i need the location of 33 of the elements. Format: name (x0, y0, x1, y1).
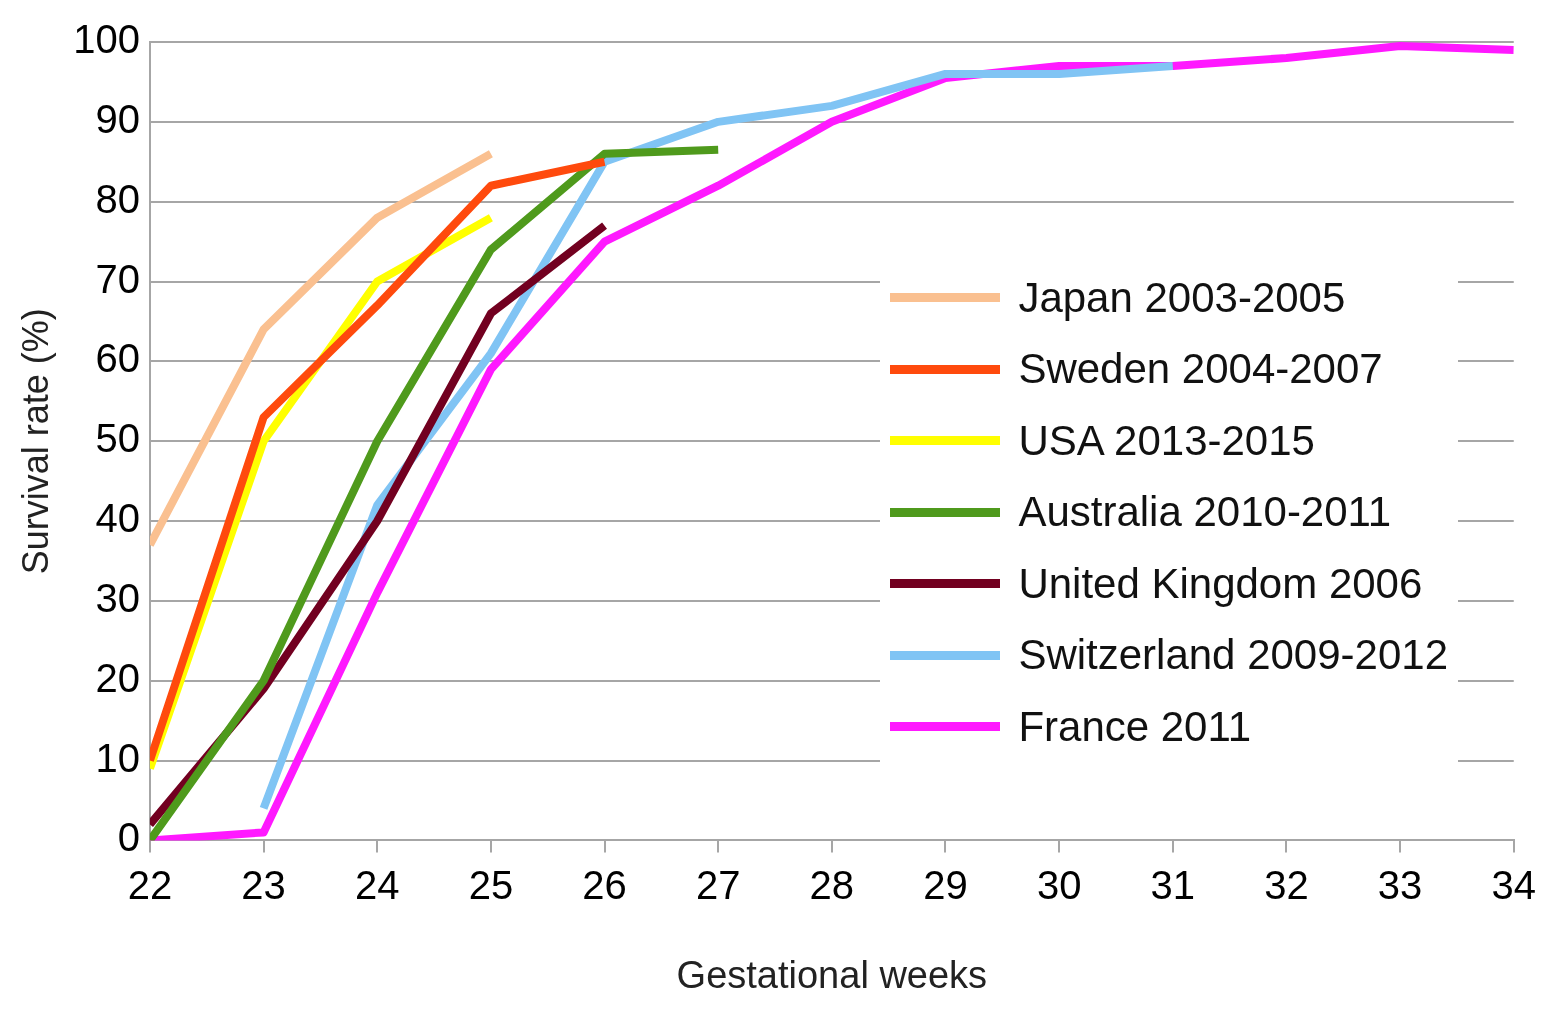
y-tick-label: 50 (95, 416, 140, 461)
legend-label: Switzerland 2009-2012 (1018, 631, 1448, 680)
y-tick-label: 20 (95, 655, 140, 700)
x-tick-label: 30 (1036, 863, 1082, 908)
y-tick-label: 40 (95, 496, 140, 541)
legend-label: Japan 2003-2005 (1018, 273, 1346, 322)
x-tick-label: 23 (241, 863, 286, 908)
legend-label: United Kingdom 2006 (1018, 559, 1423, 608)
y-tick-label: 80 (95, 176, 140, 221)
x-tick-label: 22 (127, 863, 173, 908)
legend-label: Sweden 2004-2007 (1018, 345, 1383, 394)
legend-label: USA 2013-2015 (1018, 416, 1315, 465)
legend-label: France 2011 (1018, 702, 1252, 751)
x-tick-label: 28 (809, 863, 855, 908)
y-tick-label: 70 (95, 256, 140, 301)
y-axis-title: Survival rate (%) (14, 308, 56, 575)
x-tick-label: 31 (1150, 863, 1196, 908)
x-tick-label: 34 (1491, 863, 1536, 908)
y-tick-label: 100 (73, 17, 140, 62)
legend-label: Australia 2010-2011 (1018, 488, 1392, 537)
x-tick-label: 25 (468, 863, 514, 908)
y-tick-label: 10 (95, 735, 140, 780)
y-tick-label: 0 (117, 815, 140, 860)
y-tick-label: 90 (95, 96, 140, 141)
y-tick-label: 60 (95, 336, 140, 381)
x-tick-label: 24 (354, 863, 400, 908)
x-axis-title: Gestational weeks (676, 953, 988, 996)
x-tick-label: 32 (1264, 863, 1309, 908)
x-tick-label: 27 (695, 863, 741, 908)
y-tick-label: 30 (95, 575, 140, 620)
x-tick-label: 29 (923, 863, 968, 908)
x-tick-label: 26 (582, 863, 627, 908)
x-tick-label: 33 (1377, 863, 1423, 908)
